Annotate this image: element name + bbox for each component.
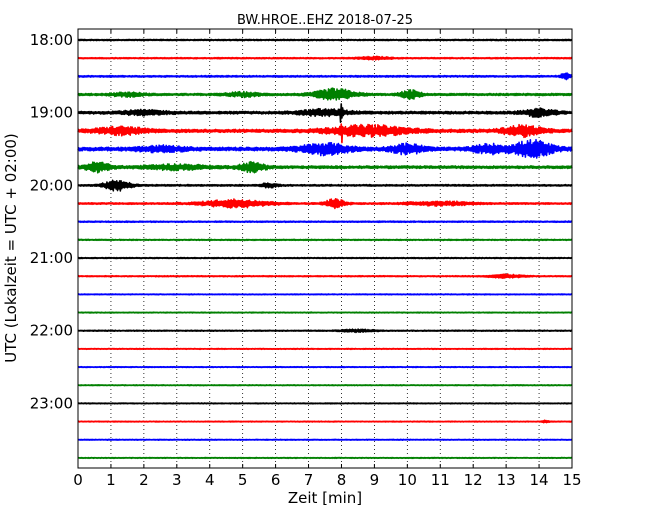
x-axis-label: Zeit [min] bbox=[288, 489, 362, 507]
seismic-trace bbox=[77, 123, 573, 144]
seismic-trace bbox=[77, 311, 573, 314]
x-tick-label: 8 bbox=[337, 471, 347, 489]
x-tick-label: 12 bbox=[464, 471, 483, 489]
trace-group bbox=[77, 38, 573, 460]
seismic-trace bbox=[77, 198, 573, 210]
y-tick-label: 22:00 bbox=[30, 322, 73, 340]
seismic-trace bbox=[77, 328, 573, 334]
seismic-trace bbox=[77, 160, 573, 174]
x-tick-label: 11 bbox=[431, 471, 450, 489]
seismic-trace bbox=[77, 402, 573, 405]
x-tick-label: 15 bbox=[562, 471, 581, 489]
x-tick-label: 10 bbox=[398, 471, 417, 489]
seismic-trace bbox=[77, 365, 573, 369]
seismic-trace bbox=[77, 456, 573, 460]
seismic-trace bbox=[77, 55, 573, 61]
x-tick-label: 1 bbox=[106, 471, 116, 489]
plot-frame bbox=[77, 28, 573, 469]
x-tick-label: 13 bbox=[497, 471, 516, 489]
seismic-trace bbox=[77, 256, 573, 260]
x-tick-label: 9 bbox=[370, 471, 380, 489]
seismic-trace bbox=[77, 347, 573, 351]
seismic-trace bbox=[77, 38, 573, 42]
x-tick-label: 4 bbox=[205, 471, 215, 489]
seismic-trace bbox=[77, 293, 573, 296]
y-tick-label: 19:00 bbox=[30, 104, 73, 122]
y-axis-label: UTC (Lokalzeit = UTC + 02:00) bbox=[2, 133, 20, 363]
x-tick-label: 0 bbox=[73, 471, 83, 489]
seismic-trace bbox=[77, 220, 573, 224]
x-tick-label: 5 bbox=[238, 471, 248, 489]
seismic-trace bbox=[77, 72, 573, 81]
y-tick-label: 18:00 bbox=[30, 31, 73, 49]
x-tick-label: 2 bbox=[139, 471, 149, 489]
seismic-trace bbox=[77, 87, 573, 101]
chart-title: BW.HROE..EHZ 2018-07-25 bbox=[237, 13, 413, 28]
x-tick-label: 3 bbox=[172, 471, 182, 489]
y-tick-label: 20:00 bbox=[30, 176, 73, 194]
x-tick-label: 7 bbox=[304, 471, 314, 489]
x-tick-label: 6 bbox=[271, 471, 281, 489]
seismic-trace bbox=[77, 384, 573, 387]
seismic-trace bbox=[77, 273, 573, 279]
y-tick-label: 23:00 bbox=[30, 394, 73, 412]
seismic-trace bbox=[77, 438, 573, 441]
seismic-trace bbox=[77, 103, 573, 123]
seismic-trace bbox=[77, 138, 573, 159]
seismic-trace bbox=[77, 238, 573, 242]
axis-ticks: 0 1 2 3 4 5 6 7 8 9 10 11 12 13 14 1518:0019:0020:0021:… bbox=[30, 29, 582, 489]
seismic-trace bbox=[77, 419, 573, 424]
seismic-trace bbox=[77, 179, 573, 192]
y-tick-label: 21:00 bbox=[30, 249, 73, 267]
x-tick-label: 14 bbox=[530, 471, 549, 489]
